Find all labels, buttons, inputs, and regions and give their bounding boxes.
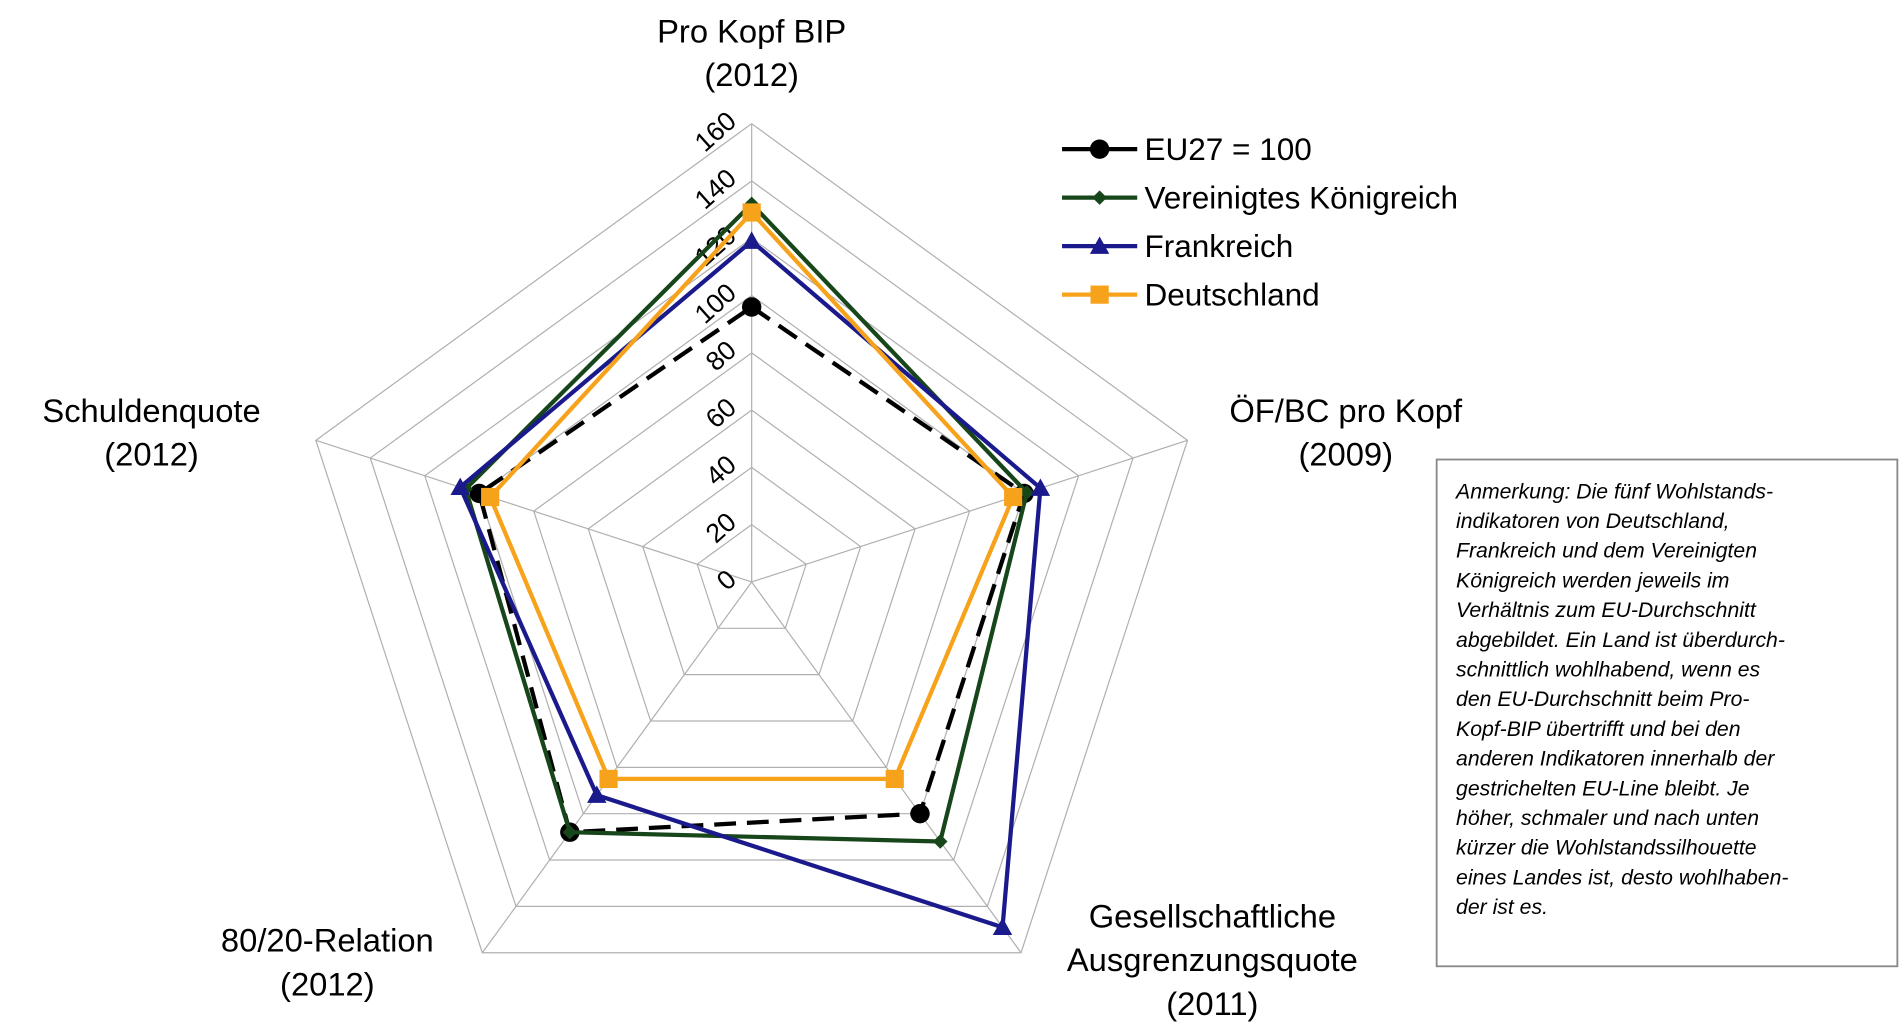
category-label: (2009)	[1298, 436, 1393, 473]
note-line: kürzer die Wohlstandssilhouette	[1456, 837, 1757, 860]
note-line: höher, schmaler und nach unten	[1456, 807, 1759, 830]
category-label: (2012)	[104, 436, 199, 473]
note-line: der ist es.	[1456, 896, 1548, 919]
marker	[1092, 190, 1107, 205]
r-tick-label: 60	[700, 392, 742, 434]
category-label: ÖF/BC pro Kopf	[1229, 392, 1463, 429]
marker	[1089, 236, 1110, 254]
note-line: Königreich werden jeweils im	[1456, 569, 1729, 592]
axis-spoke	[751, 439, 1188, 583]
r-tick-label: 0	[711, 564, 742, 596]
r-tick-label: 80	[700, 335, 742, 377]
note-line: indikatoren von Deutschland,	[1456, 510, 1729, 533]
note-line: schnittlich wohlhabend, wenn es	[1456, 659, 1760, 682]
marker	[450, 477, 470, 496]
series-line	[457, 238, 1043, 931]
marker	[932, 834, 948, 849]
marker	[885, 769, 904, 789]
note-line: eines Landes ist, desto wohlhaben-	[1456, 866, 1788, 889]
legend-label: Vereinigtes Königreich	[1144, 180, 1458, 216]
note-line: Verhältnis zum EU-Durchschnitt	[1456, 599, 1757, 622]
axis-spoke	[315, 439, 752, 583]
grid-ring	[315, 122, 1189, 954]
note-line: Kopf-BIP übertrifft und bei den	[1456, 718, 1740, 741]
note-box	[1435, 458, 1899, 968]
r-tick-label: 140	[689, 163, 742, 215]
note-line: Anmerkung: Die fünf Wohlstands-	[1454, 480, 1773, 503]
note-line: gestrichelten EU-Line bleibt. Je	[1456, 777, 1749, 800]
marker	[562, 824, 578, 840]
marker	[910, 803, 930, 824]
marker	[742, 203, 761, 222]
marker	[741, 297, 762, 317]
marker	[741, 231, 762, 249]
series-line	[487, 209, 1016, 782]
axis-spoke	[481, 581, 753, 954]
note-line: anderen Indikatoren innerhalb der	[1456, 748, 1775, 771]
category-label: Pro Kopf BIP	[657, 12, 846, 49]
note-line: abgebildet. Ein Land ist überdurch-	[1456, 629, 1785, 652]
marker	[599, 769, 618, 789]
category-label: (2012)	[280, 965, 375, 1002]
category-label: Ausgrenzungsquote	[1067, 941, 1358, 978]
grid-ring	[641, 466, 862, 676]
marker	[1089, 139, 1110, 159]
marker	[1004, 487, 1023, 507]
grid-ring	[587, 409, 916, 722]
r-tick-label: 160	[689, 106, 742, 158]
grid-ring	[424, 237, 1080, 861]
note-line: den EU-Durchschnitt beim Pro-	[1456, 688, 1749, 711]
marker	[481, 487, 500, 507]
marker	[1090, 285, 1109, 304]
grid-ring	[696, 523, 807, 629]
r-tick-label: 40	[700, 449, 742, 491]
marker	[1030, 478, 1051, 496]
category-label: 80/20-Relation	[221, 922, 434, 959]
axis-spoke	[751, 581, 1022, 954]
category-label: (2011)	[1166, 985, 1258, 1022]
category-label: Gesellschaftliche	[1089, 897, 1336, 934]
legend-label: EU27 = 100	[1144, 131, 1311, 167]
legend-label: Deutschland	[1144, 277, 1319, 313]
category-label: (2012)	[704, 56, 799, 93]
grid-ring	[369, 180, 1134, 907]
r-tick-label: 120	[689, 220, 742, 272]
note-line: Frankreich und dem Vereinigten	[1456, 540, 1757, 563]
category-label: Schuldenquote	[42, 392, 260, 429]
marker	[587, 785, 607, 803]
marker	[992, 917, 1013, 935]
grid-ring	[533, 352, 971, 768]
r-tick-label: 20	[700, 507, 742, 549]
legend-label: Frankreich	[1144, 228, 1293, 264]
